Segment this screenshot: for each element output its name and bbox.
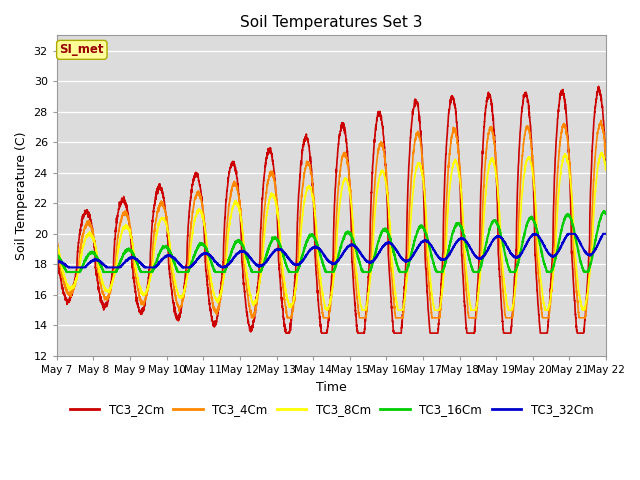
Text: SI_met: SI_met xyxy=(60,43,104,56)
Legend: TC3_2Cm, TC3_4Cm, TC3_8Cm, TC3_16Cm, TC3_32Cm: TC3_2Cm, TC3_4Cm, TC3_8Cm, TC3_16Cm, TC3… xyxy=(65,398,598,420)
Y-axis label: Soil Temperature (C): Soil Temperature (C) xyxy=(15,132,28,260)
X-axis label: Time: Time xyxy=(316,381,347,394)
Title: Soil Temperatures Set 3: Soil Temperatures Set 3 xyxy=(240,15,422,30)
